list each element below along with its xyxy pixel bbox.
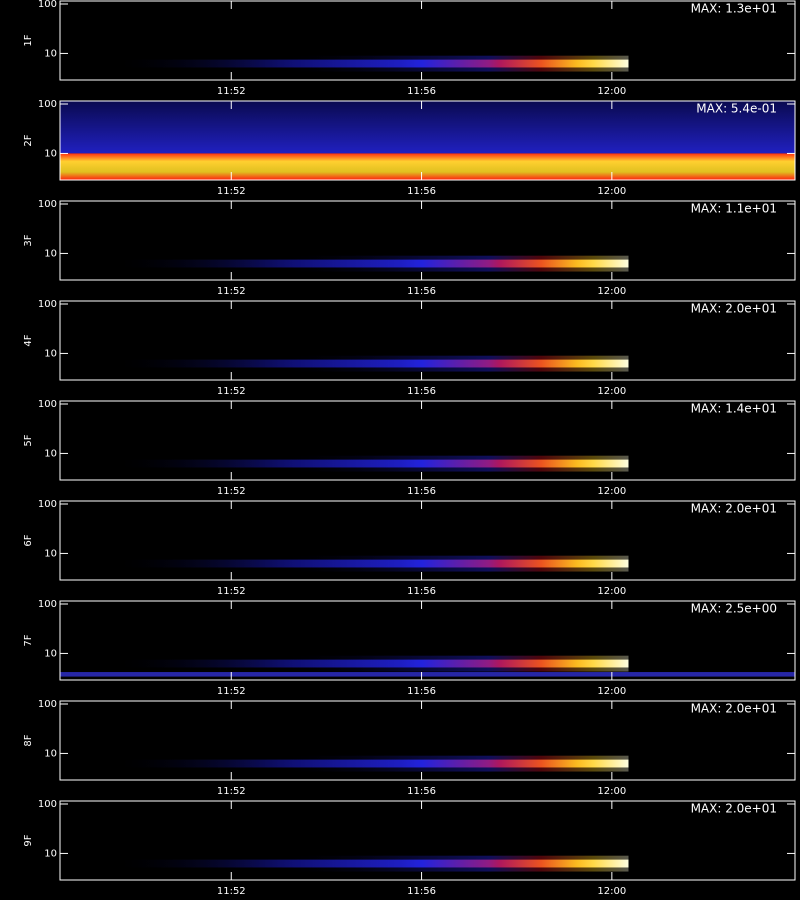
y-axis-label: 7F: [23, 634, 34, 646]
y-tick-label: 10: [44, 248, 57, 259]
y-tick-label: 10: [44, 748, 57, 759]
y-tick-label: 100: [38, 599, 57, 610]
x-tick-label: 11:56: [407, 886, 436, 897]
panel: 10 100 11:52 11:56 12:00 5F MAX: 1.4e+01: [23, 399, 796, 497]
max-annotation: MAX: 5.4e-01: [696, 102, 777, 116]
panel: 10 100 11:52 11:56 12:00 1F MAX: 1.3e+01: [23, 0, 796, 97]
heatmap-glow: [278, 255, 629, 272]
y-tick-label: 100: [38, 399, 57, 410]
y-axis-label: 8F: [23, 734, 34, 746]
axes-frame: [59, 600, 796, 681]
panel: 10 100 11:52 11:56 12:00 6F MAX: 2.0e+01: [23, 499, 796, 597]
y-axis-label: 3F: [23, 234, 34, 246]
x-tick-label: 11:52: [217, 686, 246, 697]
y-tick-label: 10: [44, 648, 57, 659]
x-tick-label: 11:52: [217, 286, 246, 297]
x-tick-label: 11:56: [407, 186, 436, 197]
x-tick-label: 12:00: [597, 886, 626, 897]
y-axis-label: 6F: [23, 534, 34, 546]
x-tick-label: 12:00: [597, 586, 626, 597]
x-tick-label: 12:00: [597, 286, 626, 297]
panel: 10 100 11:52 11:56 12:00 2F MAX: 5.4e-01: [23, 99, 796, 197]
x-tick-label: 11:52: [217, 886, 246, 897]
max-annotation: MAX: 1.4e+01: [691, 402, 777, 416]
heatmap-glow: [278, 755, 629, 772]
x-tick-label: 11:52: [217, 86, 246, 97]
max-annotation: MAX: 2.0e+01: [691, 302, 777, 316]
heatmap-band: [60, 153, 795, 180]
panel: 10 100 11:52 11:56 12:00 3F MAX: 1.1e+01: [23, 199, 796, 297]
heatmap-glow: [278, 455, 629, 472]
x-tick-label: 12:00: [597, 486, 626, 497]
panel: 10 100 11:52 11:56 12:00 8F MAX: 2.0e+01: [23, 699, 796, 797]
x-tick-label: 12:00: [597, 186, 626, 197]
x-tick-label: 11:52: [217, 486, 246, 497]
x-tick-label: 11:52: [217, 786, 246, 797]
heatmap-glow: [278, 655, 629, 672]
axes-frame: [59, 300, 796, 381]
axes-frame: [59, 500, 796, 581]
x-tick-label: 11:56: [407, 286, 436, 297]
y-tick-label: 10: [44, 848, 57, 859]
heatmap-glow: [278, 555, 629, 572]
y-axis-label: 9F: [23, 834, 34, 846]
heatmap-glow: [278, 855, 629, 872]
y-tick-label: 10: [44, 548, 57, 559]
y-tick-label: 100: [38, 199, 57, 210]
max-annotation: MAX: 2.5e+00: [691, 602, 777, 616]
x-tick-label: 12:00: [597, 86, 626, 97]
x-tick-label: 11:56: [407, 86, 436, 97]
y-tick-label: 100: [38, 699, 57, 710]
x-tick-label: 11:52: [217, 586, 246, 597]
y-tick-label: 10: [44, 448, 57, 459]
heatmap-band: [60, 672, 795, 677]
panel: 10 100 11:52 11:56 12:00 9F MAX: 2.0e+01: [23, 799, 796, 897]
heatmap-background: [60, 101, 795, 154]
y-axis-label: 5F: [23, 434, 34, 446]
panel: 10 100 11:52 11:56 12:00 4F MAX: 2.0e+01: [23, 299, 796, 397]
heatmap-glow: [278, 55, 629, 72]
max-annotation: MAX: 2.0e+01: [691, 802, 777, 816]
axes-frame: [59, 0, 796, 81]
y-axis-label: 1F: [23, 34, 34, 46]
x-tick-label: 11:52: [217, 386, 246, 397]
x-tick-label: 11:56: [407, 786, 436, 797]
max-annotation: MAX: 1.1e+01: [691, 202, 777, 216]
x-tick-label: 12:00: [597, 786, 626, 797]
y-axis-label: 2F: [23, 134, 34, 146]
max-annotation: MAX: 1.3e+01: [691, 2, 777, 16]
panel: 10 100 11:52 11:56 12:00 7F MAX: 2.5e+00: [23, 599, 796, 697]
axes-frame: [59, 700, 796, 781]
x-tick-label: 12:00: [597, 386, 626, 397]
max-annotation: MAX: 2.0e+01: [691, 502, 777, 516]
x-tick-label: 12:00: [597, 686, 626, 697]
y-tick-label: 100: [38, 299, 57, 310]
axes-frame: [59, 800, 796, 881]
x-tick-label: 11:56: [407, 486, 436, 497]
x-tick-label: 11:56: [407, 686, 436, 697]
x-tick-label: 11:52: [217, 186, 246, 197]
x-tick-label: 11:56: [407, 386, 436, 397]
y-tick-label: 10: [44, 348, 57, 359]
x-tick-label: 11:56: [407, 586, 436, 597]
y-tick-label: 100: [38, 0, 57, 10]
y-tick-label: 100: [38, 799, 57, 810]
y-tick-label: 100: [38, 99, 57, 110]
y-tick-label: 10: [44, 148, 57, 159]
y-tick-label: 100: [38, 499, 57, 510]
axes-frame: [59, 100, 796, 181]
y-axis-label: 4F: [23, 334, 34, 346]
axes-frame: [59, 400, 796, 481]
heatmap-glow: [278, 355, 629, 372]
y-tick-label: 10: [44, 48, 57, 59]
axes-frame: [59, 200, 796, 281]
max-annotation: MAX: 2.0e+01: [691, 702, 777, 716]
